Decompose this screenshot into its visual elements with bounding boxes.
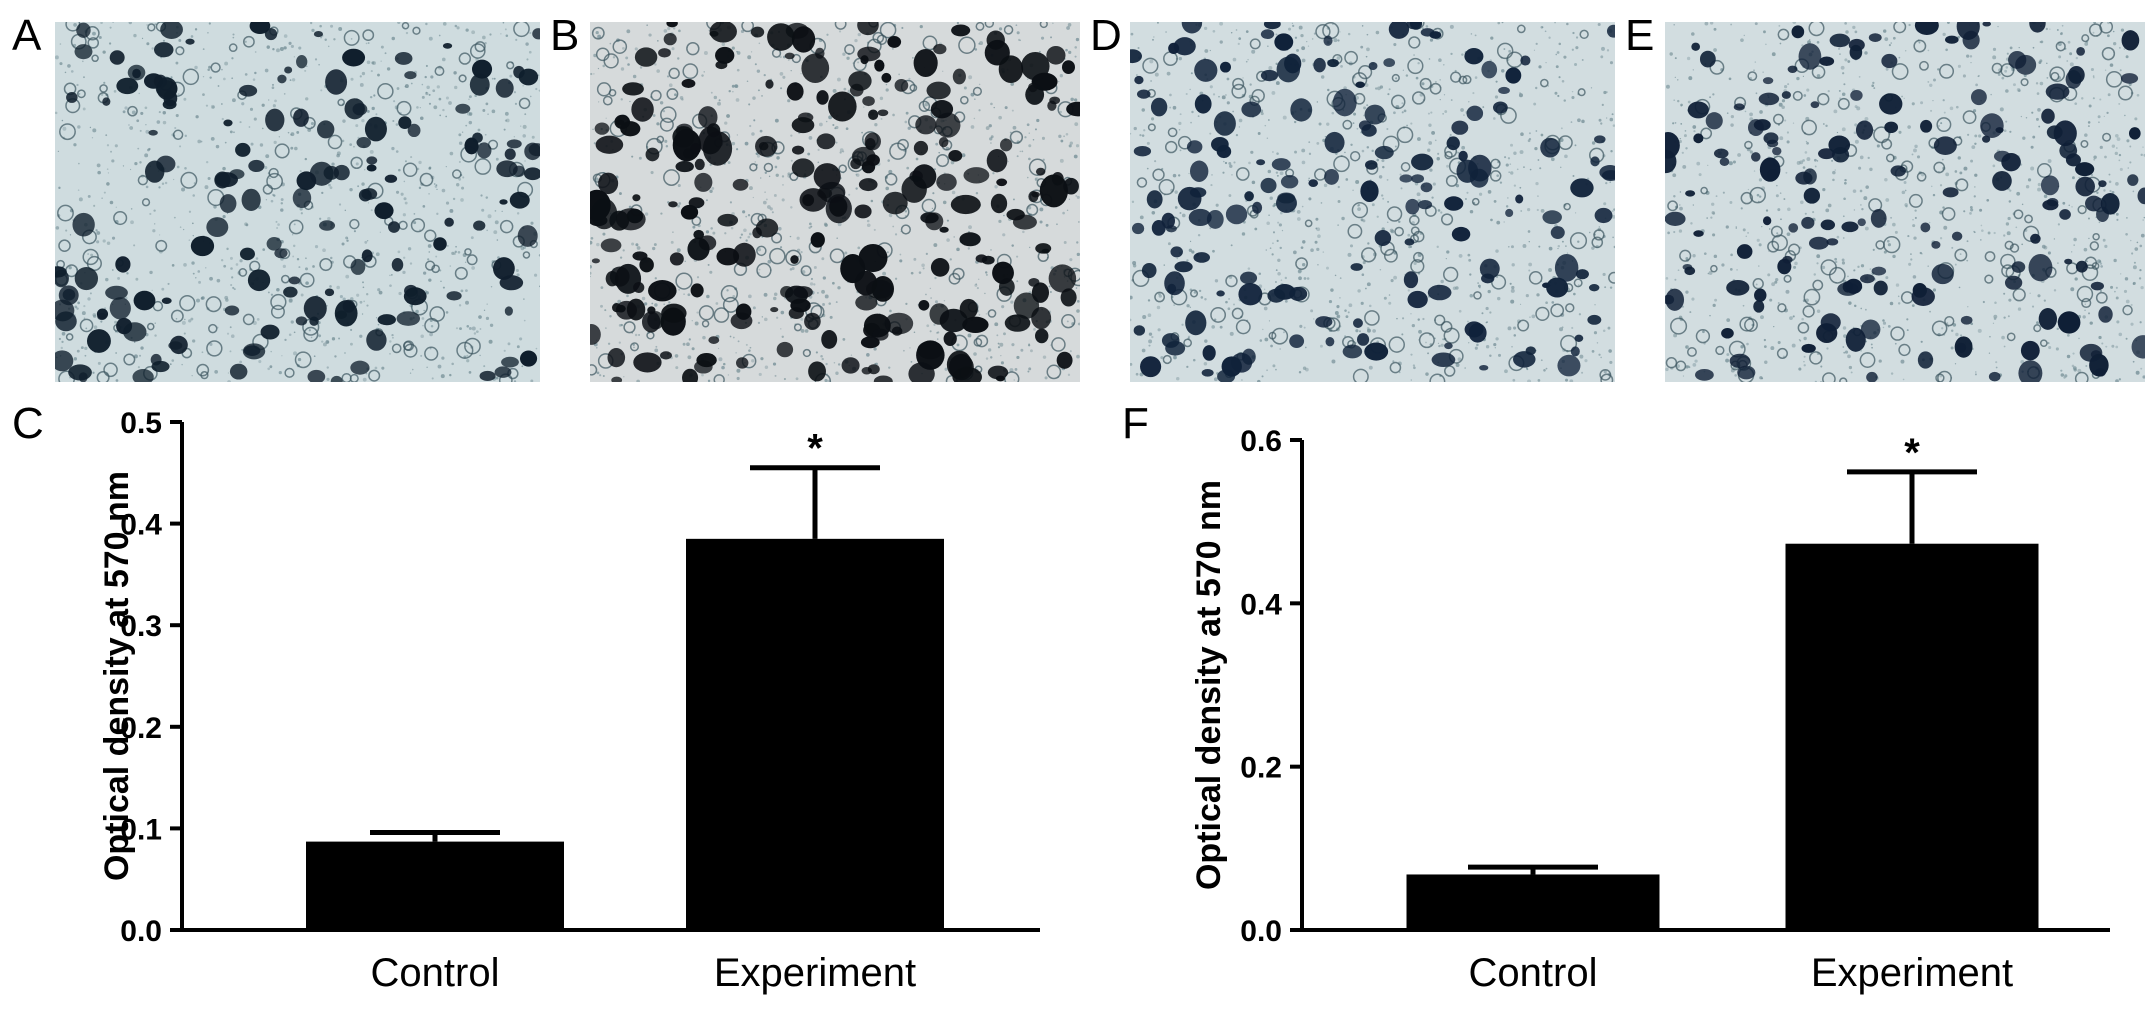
chart-f-y-tick-label: 0.2 bbox=[1240, 752, 1282, 785]
bar-chart-f: 0.0 0.2 0.4 0.6 Optical density at 570 nm Con… bbox=[1100, 390, 2150, 1010]
chart-c-y-tick-label: 0.0 bbox=[120, 915, 162, 948]
chart-f-category-label-control: Control bbox=[1469, 951, 1598, 995]
chart-c-category-label-experiment: Experiment bbox=[714, 951, 916, 995]
chart-c-svg: 0.0 0.1 0.2 0.3 0.4 0.5 Optical density at 570… bbox=[98, 407, 1040, 995]
chart-f-svg: 0.0 0.2 0.4 0.6 Optical density at 570 nm Con… bbox=[1190, 425, 2110, 995]
chart-f-bar-experiment bbox=[1785, 543, 2039, 930]
panel-label-a: A bbox=[12, 11, 42, 60]
chart-c-significance-experiment: * bbox=[807, 427, 823, 471]
chart-c-y-tick-label: 0.5 bbox=[120, 407, 162, 440]
chart-f-y-axis-title: Optical density at 570 nm bbox=[1190, 480, 1228, 890]
chart-f-significance-experiment: * bbox=[1904, 431, 1920, 475]
chart-c-y-tick-label: 0.4 bbox=[120, 509, 162, 542]
chart-c-y-tick-label: 0.2 bbox=[120, 712, 162, 745]
panel-label-d: D bbox=[1090, 11, 1122, 60]
chart-c-y-axis-title: Optical density at 570 nm bbox=[98, 471, 136, 881]
panel-label-e: E bbox=[1625, 11, 1655, 60]
chart-f-y-tick-label: 0.0 bbox=[1240, 915, 1282, 948]
chart-c-y-tick-label: 0.1 bbox=[120, 813, 162, 846]
chart-c-bar-experiment bbox=[686, 538, 944, 930]
micrograph-a bbox=[55, 22, 540, 382]
chart-f-y-tick-label: 0.6 bbox=[1240, 425, 1282, 458]
panel-label-f: F bbox=[1122, 399, 1149, 448]
chart-c-y-tick-label: 0.3 bbox=[120, 610, 162, 643]
bar-chart-c: 0.0 0.1 0.2 0.3 0.4 0.5 Optical density at 570… bbox=[0, 390, 1080, 1010]
chart-f-bar-control bbox=[1406, 874, 1660, 930]
micrograph-e bbox=[1665, 22, 2145, 382]
chart-f-category-label-experiment: Experiment bbox=[1811, 951, 2013, 995]
panel-label-b: B bbox=[550, 11, 580, 60]
chart-f-y-tick-label: 0.4 bbox=[1240, 588, 1282, 621]
panel-label-c: C bbox=[12, 399, 44, 448]
chart-c-bar-control bbox=[306, 841, 564, 930]
micrograph-d bbox=[1130, 22, 1615, 382]
chart-c-category-label-control: Control bbox=[371, 951, 500, 995]
micrograph-b bbox=[590, 22, 1080, 382]
